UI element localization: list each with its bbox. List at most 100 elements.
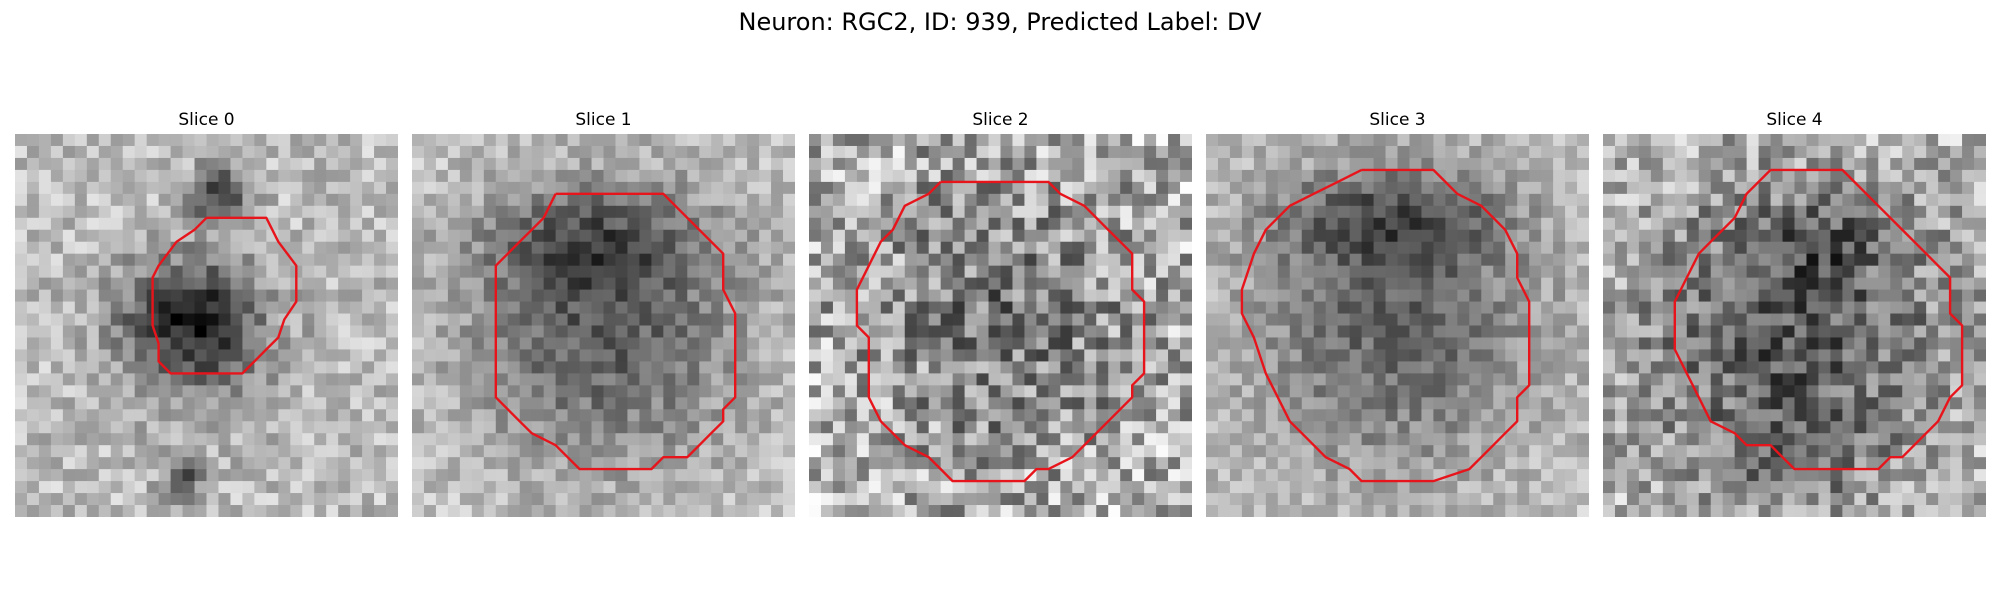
pixel	[1313, 193, 1327, 207]
pixel	[603, 445, 617, 458]
pixel	[663, 277, 676, 291]
pixel	[1662, 193, 1676, 207]
pixel	[1289, 481, 1303, 494]
pixel	[579, 205, 593, 219]
pixel	[230, 289, 244, 303]
pixel	[1710, 301, 1724, 315]
pixel	[1746, 277, 1760, 291]
pixel	[1794, 325, 1808, 339]
pixel	[1048, 337, 1061, 351]
pixel	[1541, 253, 1554, 267]
pixel	[663, 493, 676, 506]
pixel	[783, 289, 795, 303]
pixel	[1902, 409, 1915, 422]
pixel	[266, 169, 279, 183]
pixel	[1241, 193, 1255, 207]
pixel	[1938, 134, 1951, 147]
pixel	[194, 253, 208, 267]
pixel	[242, 313, 255, 327]
pixel	[1553, 313, 1566, 327]
pixel	[1650, 205, 1664, 219]
pixel	[266, 217, 279, 231]
pixel	[495, 205, 509, 219]
pixel	[1950, 289, 1963, 303]
pixel	[1206, 301, 1219, 315]
pixel	[182, 505, 196, 517]
pixel	[1206, 313, 1219, 327]
pixel	[1156, 493, 1169, 506]
pixel	[1373, 253, 1387, 267]
pixel	[904, 277, 918, 291]
pixel	[326, 493, 339, 506]
pixel	[62, 493, 76, 506]
pixel	[1313, 397, 1327, 410]
pixel	[1325, 301, 1339, 315]
pixel	[868, 145, 882, 159]
pixel	[844, 217, 858, 231]
pixel	[86, 253, 100, 267]
pixel	[543, 145, 557, 159]
pixel	[1962, 205, 1975, 219]
pixel	[483, 505, 497, 517]
pixel	[615, 385, 629, 398]
pixel	[1746, 373, 1760, 386]
pixel	[880, 361, 894, 374]
pixel	[302, 265, 315, 279]
pixel	[1361, 157, 1375, 171]
pixel	[134, 134, 148, 147]
pixel	[940, 361, 954, 374]
pixel	[1926, 337, 1939, 351]
pixel	[1168, 253, 1181, 267]
pixel	[1445, 253, 1458, 267]
pixel	[1385, 397, 1399, 410]
pixel	[1806, 433, 1820, 446]
pixel	[916, 433, 930, 446]
pixel	[1830, 265, 1843, 279]
pixel	[230, 325, 244, 339]
pixel	[1144, 193, 1157, 207]
pixel	[820, 505, 834, 517]
pixel	[1385, 361, 1399, 374]
pixel	[471, 505, 485, 517]
pixel	[627, 433, 641, 446]
pixel	[74, 409, 88, 422]
pixel	[1481, 169, 1494, 183]
pixel	[1048, 373, 1061, 386]
pixel	[663, 373, 676, 386]
pixel	[1180, 157, 1192, 171]
pixel	[194, 157, 208, 171]
pixel	[1048, 445, 1061, 458]
pixel	[98, 337, 112, 351]
pixel	[1842, 397, 1855, 410]
pixel	[266, 349, 279, 363]
pixel	[362, 469, 375, 482]
pixel	[1253, 493, 1267, 506]
pixel	[266, 265, 279, 279]
pixel	[904, 373, 918, 386]
pixel	[1926, 445, 1939, 458]
pixel	[1445, 481, 1458, 494]
pixel	[1144, 205, 1157, 219]
pixel	[483, 385, 497, 398]
pixel	[1156, 241, 1169, 255]
pixel	[675, 181, 688, 195]
pixel	[1325, 313, 1339, 327]
pixel	[519, 217, 533, 231]
pixel	[711, 265, 724, 279]
slice-title-4: Slice 4	[1766, 110, 1823, 130]
pixel	[675, 505, 688, 517]
pixel	[447, 169, 461, 183]
pixel	[170, 433, 184, 446]
pixel	[1337, 217, 1351, 231]
pixel	[1529, 301, 1542, 315]
pixel	[1156, 421, 1169, 434]
pixel	[747, 265, 760, 279]
pixel	[519, 361, 533, 374]
pixel	[1974, 301, 1986, 315]
pixel	[423, 134, 437, 147]
pixel	[471, 469, 485, 482]
pixel	[1156, 361, 1169, 374]
pixel	[278, 134, 291, 147]
pixel	[86, 409, 100, 422]
pixel	[134, 157, 148, 171]
